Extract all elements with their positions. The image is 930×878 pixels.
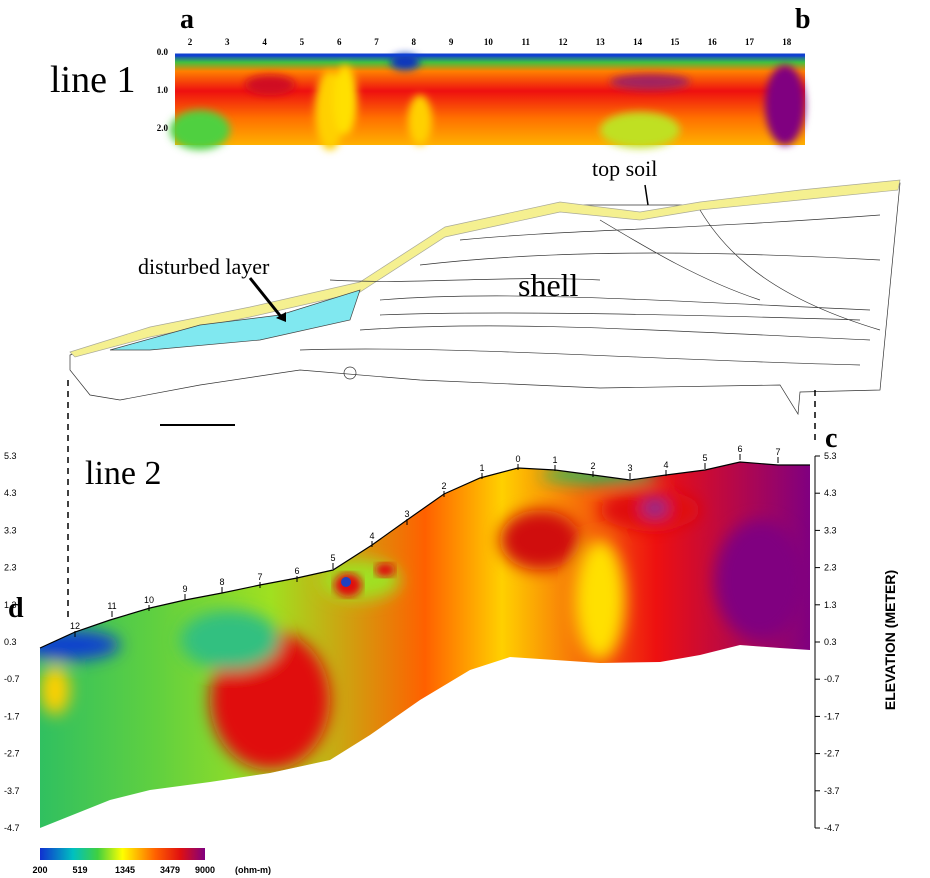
- colorbar-label: 200: [32, 865, 47, 875]
- electrode-label: 4: [262, 37, 267, 47]
- electrode-label: 7: [775, 447, 780, 457]
- electrode-label: 2: [441, 481, 446, 491]
- electrode-label: 8: [219, 577, 224, 587]
- panel-label: b: [795, 4, 811, 35]
- electrode-label: 3: [627, 463, 632, 473]
- electrode-label: 0: [515, 454, 520, 464]
- line1-section: [170, 54, 805, 150]
- colorbar-label: 1345: [115, 865, 135, 875]
- electrode-label: 1: [552, 455, 557, 465]
- elevation-label: 0.3: [4, 637, 17, 647]
- elevation-label: -1.7: [824, 711, 840, 721]
- figure: a b c d line 1 line 2 top soil disturbed…: [0, 0, 930, 878]
- electrode-label: 6: [294, 566, 299, 576]
- elevation-label: -2.7: [4, 749, 20, 759]
- line-title: line 1: [50, 59, 135, 101]
- elevation-label: -0.7: [4, 674, 20, 684]
- elevation-label: 4.3: [824, 488, 837, 498]
- elevation-label: 3.3: [824, 525, 837, 535]
- electrode-label: 5: [300, 37, 305, 47]
- colorbar-unit: (ohm-m): [235, 865, 271, 875]
- electrode-label: 7: [257, 572, 262, 582]
- elevation-label: 4.3: [4, 488, 17, 498]
- electrode-label: 12: [559, 37, 569, 47]
- colorbar-label: 9000: [195, 865, 215, 875]
- colorbar-label: 519: [72, 865, 87, 875]
- elevation-label: -1.7: [4, 711, 20, 721]
- annotation: disturbed layer: [138, 254, 270, 279]
- electrode-label: 4: [663, 460, 668, 470]
- elevation-label: -4.7: [4, 823, 20, 833]
- elevation-label: 2.3: [4, 563, 17, 573]
- electrode-label: 7: [374, 37, 379, 47]
- line2-section: [20, 460, 810, 830]
- elevation-label: -3.7: [824, 786, 840, 796]
- annotation: top soil: [592, 156, 657, 181]
- elevation-label: -0.7: [824, 674, 840, 684]
- electrode-label: 18: [782, 37, 792, 47]
- electrode-label: 3: [225, 37, 230, 47]
- axis-title: ELEVATION (METER): [882, 570, 898, 710]
- electrode-label: 16: [708, 37, 718, 47]
- panel-label: c: [825, 423, 837, 454]
- colorbar: [40, 848, 205, 860]
- electrode-label: 4: [369, 531, 374, 541]
- electrode-label: 1: [479, 463, 484, 473]
- elevation-label: 5.3: [4, 451, 17, 461]
- electrode-label: 3: [404, 509, 409, 519]
- elevation-label: 1.3: [4, 600, 17, 610]
- depth-label: 1.0: [157, 85, 169, 95]
- electrode-label: 6: [337, 37, 342, 47]
- geology-sketch: [70, 180, 900, 414]
- annotation: shell: [518, 267, 579, 303]
- electrode-label: 8: [412, 37, 417, 47]
- electrode-label: 11: [107, 601, 116, 611]
- panel-label: a: [180, 4, 194, 35]
- electrode-label: 9: [449, 37, 454, 47]
- elevation-label: -4.7: [824, 823, 840, 833]
- elevation-label: 3.3: [4, 525, 17, 535]
- electrode-label: 17: [745, 37, 755, 47]
- electrode-label: 10: [484, 37, 494, 47]
- electrode-label: 2: [590, 461, 595, 471]
- electrode-label: 12: [70, 621, 80, 631]
- depth-label: 2.0: [157, 123, 169, 133]
- elevation-label: 0.3: [824, 637, 837, 647]
- elevation-label: -3.7: [4, 786, 20, 796]
- electrode-label: 6: [737, 444, 742, 454]
- elevation-label: 2.3: [824, 563, 837, 573]
- electrode-label: 14: [633, 37, 643, 47]
- electrode-label: 13: [596, 37, 606, 47]
- arrow: [645, 185, 648, 205]
- elevation-label: 5.3: [824, 451, 837, 461]
- line-title: line 2: [85, 455, 161, 492]
- electrode-label: 2: [188, 37, 193, 47]
- colorbar-label: 3479: [160, 865, 180, 875]
- elevation-label: -2.7: [824, 749, 840, 759]
- electrode-label: 5: [330, 553, 335, 563]
- electrode-label: 9: [182, 584, 187, 594]
- electrode-label: 11: [521, 37, 530, 47]
- electrode-label: 15: [670, 37, 680, 47]
- elevation-label: 1.3: [824, 600, 837, 610]
- depth-label: 0.0: [157, 47, 169, 57]
- electrode-label: 10: [144, 595, 154, 605]
- electrode-label: 5: [702, 453, 707, 463]
